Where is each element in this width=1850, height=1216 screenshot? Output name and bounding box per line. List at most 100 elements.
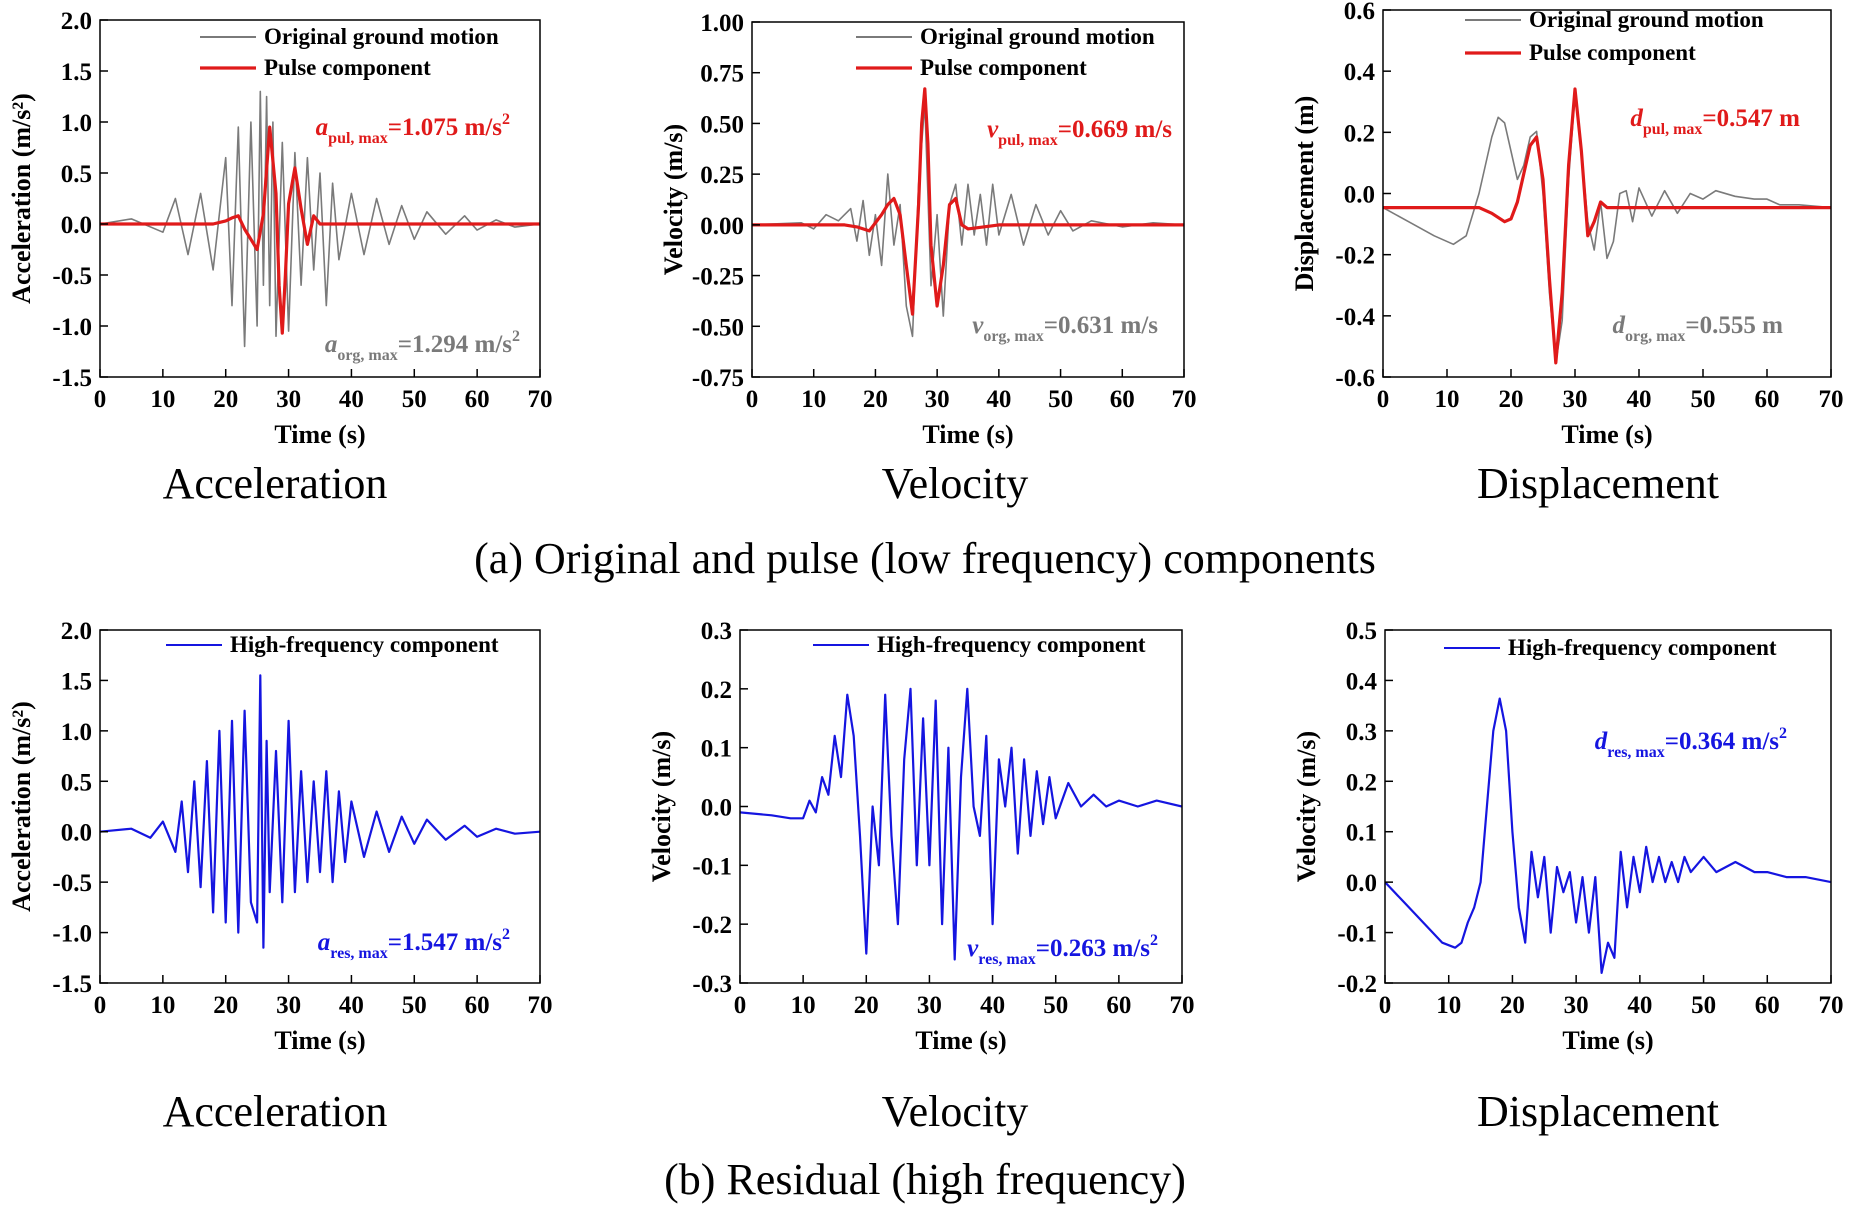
x-tick-label: 0 [734, 992, 747, 1019]
plot-frame [1384, 629, 1832, 984]
x-tick-label: 0 [746, 386, 759, 413]
x-tick-label: 40 [986, 386, 1011, 413]
legend-label: Original ground motion [920, 24, 1155, 49]
x-tick-label: 0 [94, 992, 107, 1019]
y-tick-label: 1.5 [61, 59, 92, 86]
series-line-pulse [1383, 87, 1831, 365]
y-axis-label: Acceleration (m/s²) [7, 701, 36, 912]
legend-label: Original ground motion [1529, 7, 1764, 32]
subcaption-a-acceleration: Acceleration [163, 459, 388, 508]
annotation-original: vorg, max=0.631 m/s [972, 312, 1158, 345]
y-tick-label: 0.00 [700, 213, 744, 240]
y-tick-label: -0.6 [1335, 365, 1375, 392]
y-tick-label: -1.0 [52, 314, 92, 341]
x-axis-label: Time (s) [1562, 1026, 1653, 1055]
legend-label: Pulse component [920, 55, 1087, 80]
legend-label: Original ground motion [264, 24, 499, 49]
panel-b-acceleration: 0 10 20 30 40 50 60 70 -1.5 -1.0 -0.5 0.0 0.5 1.0 1.5 2… [7, 618, 553, 1055]
annotation-pulse: dpul, max=0.547 m [1630, 105, 1800, 138]
y-tick-label: -0.1 [692, 853, 732, 880]
legend-label: Pulse component [264, 55, 431, 80]
x-tick-label: 70 [1172, 386, 1197, 413]
y-tick-label: 0.4 [1346, 668, 1378, 695]
y-tick-label: 0.3 [701, 618, 732, 645]
y-tick-label: -0.5 [52, 870, 92, 897]
y-tick-label: -0.3 [692, 971, 732, 998]
x-tick-label: 40 [1627, 992, 1652, 1019]
y-axis-label: Velocity (m/s) [1292, 731, 1321, 882]
panel-b-velocity: 0 10 20 30 40 50 60 70 -0.3 -0.2 -0.1 0.0 0.1 0.2 0.3 T… [647, 618, 1195, 1055]
y-tick-label: -0.2 [692, 912, 732, 939]
series-line-residual [100, 674, 540, 949]
panel-a-displacement: 0 10 20 30 40 50 60 70 -0.6 -0.4 -0.2 0.0 0.2 0.4 0.6 T… [1290, 0, 1844, 449]
y-tick-label: 0.2 [701, 677, 732, 704]
y-tick-label: 0.75 [700, 61, 744, 88]
y-tick-label: 1.0 [61, 110, 92, 137]
x-axis-label: Time (s) [1561, 420, 1652, 449]
y-tick-label: 0.0 [701, 795, 732, 822]
x-tick-label: 50 [1691, 386, 1716, 413]
y-tick-label: 0.0 [61, 212, 92, 239]
x-tick-label: 70 [528, 386, 553, 413]
panel-a-acceleration: 0 10 20 30 40 50 60 70 -1.5 -1.0 -0.5 0.0 0.5 1.0 1.5 2… [7, 8, 553, 449]
y-tick-label: 0.0 [1346, 870, 1377, 897]
x-tick-label: 10 [1436, 992, 1461, 1019]
y-tick-label: -1.0 [52, 921, 92, 948]
y-tick-label: 0.5 [1346, 618, 1377, 645]
x-tick-label: 30 [917, 992, 942, 1019]
y-tick-label: 0.1 [701, 736, 732, 763]
panel-a-velocity: 0 10 20 30 40 50 60 70 -0.75 -0.50 -0.25 0.00 0.25 0.… [659, 10, 1197, 449]
row-caption-b: (b) Residual (high frequency) [664, 1155, 1186, 1204]
series-line-residual [1385, 697, 1831, 975]
series-line-original [752, 102, 1184, 338]
x-tick-label: 50 [1691, 992, 1716, 1019]
y-tick-label: 0.3 [1346, 719, 1377, 746]
x-tick-label: 0 [1377, 386, 1390, 413]
x-tick-label: 40 [980, 992, 1005, 1019]
series-line-residual [740, 687, 1182, 961]
x-axis-label: Time (s) [915, 1026, 1006, 1055]
y-tick-label: 0.1 [1346, 820, 1377, 847]
series-line-original [100, 90, 540, 348]
x-tick-label: 60 [1110, 386, 1135, 413]
subcaption-a-velocity: Velocity [882, 459, 1029, 508]
x-tick-label: 20 [863, 386, 888, 413]
x-tick-label: 10 [791, 992, 816, 1019]
annotation-pulse: apul, max=1.075 m/s2 [316, 111, 510, 147]
x-tick-label: 20 [213, 386, 238, 413]
y-tick-label: -0.2 [1335, 243, 1375, 270]
subcaption-b-displacement: Displacement [1477, 1087, 1719, 1136]
x-tick-label: 20 [1499, 386, 1524, 413]
y-tick-label: 1.5 [61, 668, 92, 695]
x-tick-label: 50 [1048, 386, 1073, 413]
y-tick-label: 0.2 [1344, 120, 1375, 147]
annotation-residual: ares, max=1.547 m/s2 [318, 926, 510, 962]
y-tick-label: -0.1 [1337, 921, 1377, 948]
y-tick-label: 0.0 [61, 820, 92, 847]
annotation-residual: dres, max=0.364 m/s2 [1595, 725, 1787, 761]
x-tick-label: 0 [1379, 992, 1392, 1019]
y-tick-label: 2.0 [61, 618, 92, 645]
series-line-pulse [752, 87, 1184, 316]
x-tick-label: 0 [94, 386, 107, 413]
y-tick-label: -0.2 [1337, 971, 1377, 998]
y-tick-label: -0.50 [692, 314, 744, 341]
y-axis-label: Displacement (m) [1290, 96, 1319, 292]
y-tick-label: 0.6 [1344, 0, 1375, 25]
x-tick-label: 40 [339, 386, 364, 413]
x-tick-label: 50 [402, 386, 427, 413]
x-axis-label: Time (s) [922, 420, 1013, 449]
y-tick-label: 2.0 [61, 8, 92, 35]
x-tick-label: 30 [276, 386, 301, 413]
x-tick-label: 60 [465, 992, 490, 1019]
annotation-original: dorg, max=0.555 m [1612, 312, 1783, 345]
y-tick-label: 0.2 [1346, 769, 1377, 796]
plot-frame [99, 629, 541, 984]
x-tick-label: 10 [801, 386, 826, 413]
annotation-pulse: vpul, max=0.669 m/s [987, 116, 1172, 149]
y-axis-label: Velocity (m/s) [659, 124, 688, 275]
y-tick-label: 0.0 [1344, 182, 1375, 209]
x-tick-label: 60 [465, 386, 490, 413]
y-tick-label: -1.5 [52, 365, 92, 392]
